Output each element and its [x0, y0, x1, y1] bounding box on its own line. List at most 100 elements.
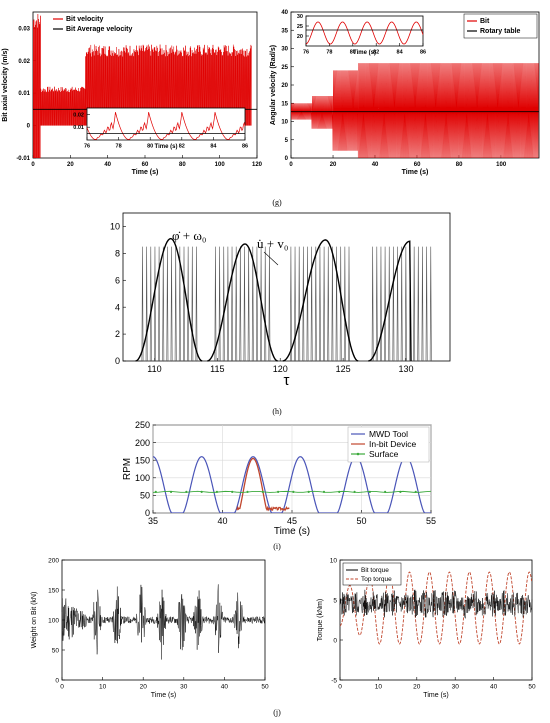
surface-marker [307, 490, 310, 493]
x-axis-label: Time (s) [402, 169, 429, 176]
y-tick-label: 0.02 [18, 59, 30, 65]
smooth-hump-1 [207, 243, 278, 362]
x-tick-label: 76 [84, 144, 90, 150]
x-tick-label: 86 [242, 144, 248, 150]
x-tick-label: 45 [287, 516, 297, 526]
x-tick-label: 10 [99, 684, 107, 691]
weight-on-bit-series [61, 584, 266, 660]
x-tick-label: 40 [490, 684, 498, 691]
x-tick-label: 0 [60, 684, 64, 691]
legend-label: Bit torque [361, 567, 389, 574]
surface-marker [215, 490, 219, 493]
y-tick-label: 0 [285, 156, 289, 162]
y-tick-label: 0 [145, 508, 150, 518]
legend-box [463, 13, 538, 39]
x-tick-label: 40 [372, 162, 379, 168]
x-tick-label: 80 [147, 144, 153, 150]
x-tick-label: 82 [179, 144, 185, 150]
x-tick-label: 40 [104, 162, 111, 168]
y-axis-label: RPM [122, 458, 133, 480]
x-tick-label: 20 [140, 684, 148, 691]
x-tick-label: 78 [326, 50, 332, 56]
axes-g-right-inset: 76 78 80 82 84 86 20 25 30 Time (s) [297, 14, 426, 56]
y-tick-label: -0.01 [16, 156, 30, 162]
x-axis-label: Time (s) [353, 50, 376, 56]
y-tick-label: 50 [140, 491, 150, 501]
x-tick-label: 50 [261, 684, 269, 691]
y-tick-label: 30 [297, 14, 303, 20]
y-tick-label: 0 [115, 356, 120, 366]
legend-label: Bit Average velocity [66, 26, 133, 33]
surface-marker [353, 490, 356, 493]
x-axis-label: Time (s) [155, 144, 178, 150]
legend-label: In-bit Device [369, 439, 417, 449]
x-tick-label: 84 [397, 50, 404, 56]
x-tick-label: 20 [330, 162, 337, 168]
y-axis-label: Weight on Bit (kN) [31, 592, 38, 649]
surface-marker [261, 490, 264, 493]
surface-marker [200, 490, 203, 493]
bit-velocity-series [33, 14, 252, 158]
surface-marker [154, 490, 157, 493]
x-tick-label: 0 [338, 684, 342, 691]
y-tick-label: 2 [115, 329, 120, 339]
y-tick-label: 25 [297, 24, 303, 30]
y-tick-label: 4 [115, 302, 120, 312]
legend-label: Bit velocity [66, 16, 103, 23]
legend: Bit Rotary table [463, 13, 538, 39]
mwd-tool-series [153, 456, 431, 513]
x-tick-label: 115 [210, 364, 224, 374]
y-tick-label: 0.01 [18, 91, 30, 97]
x-tick-label: 60 [142, 162, 149, 168]
y-tick-label: 0.03 [18, 26, 30, 32]
x-tick-label: 76 [303, 50, 309, 56]
y-tick-label: 6 [115, 275, 120, 285]
smooth-hump-2 [282, 239, 359, 362]
panel-label-j: (j) [273, 708, 281, 717]
inset-bit-series [305, 21, 424, 45]
y-tick-label: 10 [110, 222, 120, 232]
smooth-hump-0 [135, 237, 203, 362]
y-tick-label: 10 [281, 120, 288, 126]
x-tick-label: 20 [67, 162, 74, 168]
y-tick-label: 15 [281, 101, 288, 107]
y-axis-label: Torque (kNm) [317, 599, 324, 641]
surface-marker [399, 490, 402, 493]
y-tick-label: 0 [55, 677, 59, 684]
x-tick-label: 80 [179, 162, 186, 168]
bit-angular-velocity-series [291, 63, 539, 158]
y-axis-label: Bit axial velocity (m/s) [2, 48, 9, 122]
y-tick-label: 30 [281, 47, 288, 53]
y-tick-label: 5 [333, 597, 337, 604]
x-tick-label: 20 [413, 684, 421, 691]
y-tick-label: 0 [333, 637, 337, 644]
y-tick-label: 50 [52, 647, 60, 654]
y-axis-label: Angular velocity (Rad/s) [270, 45, 277, 125]
legend: Bit velocity Bit Average velocity [53, 16, 133, 33]
legend-label: Surface [369, 449, 399, 459]
x-tick-label: 55 [426, 516, 436, 526]
axes-i: 35 40 45 50 55 0 50 100 150 200 250 Time (s) RPM MWD … [122, 420, 436, 537]
x-axis-label: Time (s) [132, 169, 159, 176]
x-tick-label: 120 [273, 364, 288, 374]
y-tick-label: 100 [135, 473, 150, 483]
x-tick-label: 86 [420, 50, 426, 56]
spike-series [141, 246, 432, 362]
y-tick-label: 250 [135, 420, 150, 430]
annotation-phi: φ̇ + ω₀ [172, 228, 206, 243]
panel-label-g: (g) [272, 198, 282, 207]
surface-marker [231, 490, 234, 493]
surface-marker [292, 490, 295, 493]
y-tick-label: 0.01 [73, 125, 84, 131]
legend-label: Rotary table [480, 28, 521, 35]
plot-frame [122, 212, 451, 362]
x-tick-label: 80 [456, 162, 463, 168]
inset-bit-velocity-series [86, 112, 246, 140]
x-tick-label: 125 [336, 364, 351, 374]
y-tick-label: 0.02 [73, 112, 84, 118]
x-axis-label: τ [284, 372, 290, 389]
axes-h: 110 115 120 125 130 0 2 4 6 8 10 τ φ̇ + ω₀ u̇ + v₀ [110, 212, 451, 389]
